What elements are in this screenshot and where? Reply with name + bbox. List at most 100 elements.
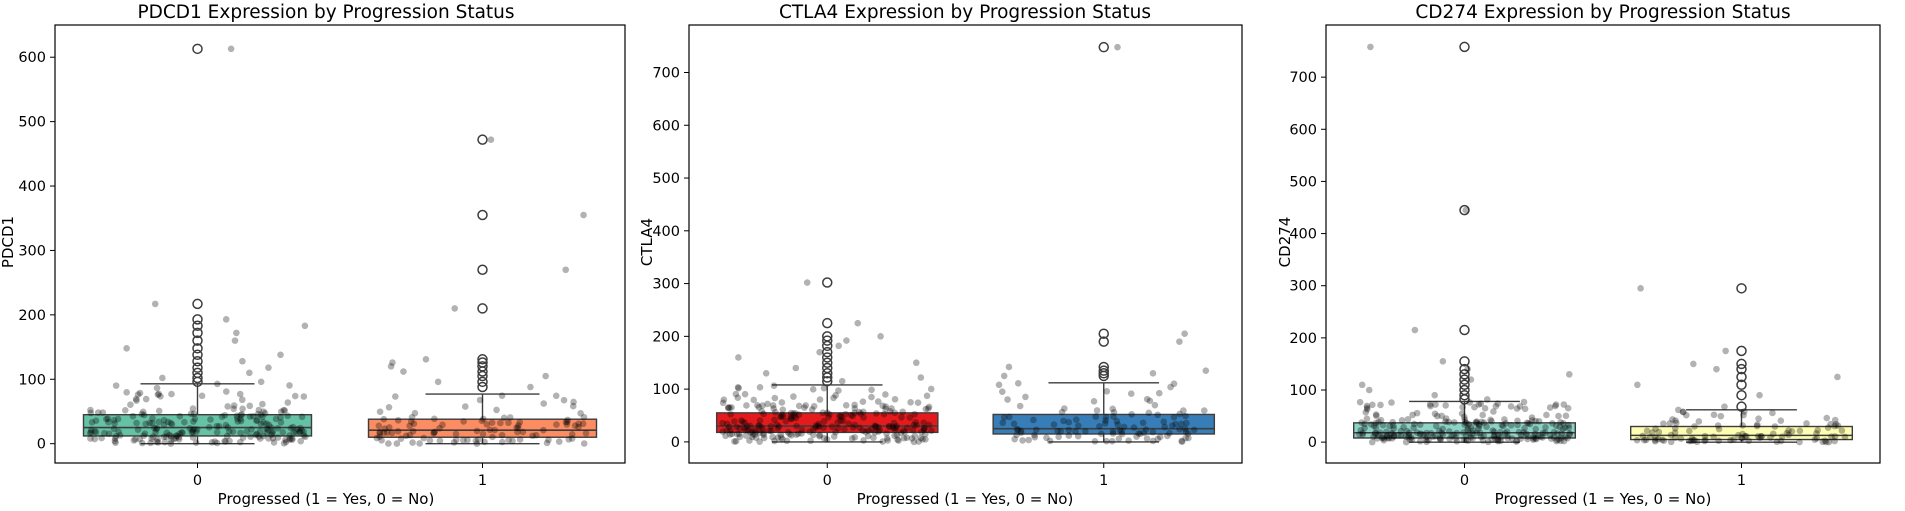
ctla4-data-point	[773, 421, 781, 428]
pdcd1-data-point	[230, 405, 238, 413]
pdcd1-data-point	[542, 372, 549, 380]
ctla4-data-point	[724, 404, 732, 411]
cd274-data-point	[1831, 433, 1839, 440]
pdcd1-data-point	[257, 378, 265, 386]
pdcd1-data-point	[164, 418, 172, 426]
ctla4-data-point	[918, 428, 925, 436]
cd274-data-point	[1555, 412, 1562, 420]
cd274-data-point	[1377, 401, 1384, 409]
cd274-data-point	[1491, 431, 1498, 439]
pdcd1-data-point	[394, 417, 402, 424]
ctla4-data-point	[784, 428, 792, 436]
cd274-data-point	[1475, 401, 1483, 408]
ctla4-data-point	[720, 396, 728, 403]
ctla4-outlier-marker	[822, 335, 833, 346]
ctla4-panel: CTLA4 Expression by Progression Status P…	[638, 2, 1243, 508]
ctla4-data-point	[838, 413, 845, 421]
pdcd1-data-point	[402, 432, 410, 440]
cd274-data-point	[1368, 438, 1376, 446]
pdcd1-data-point	[519, 428, 527, 436]
cd274-data-point	[1532, 417, 1539, 425]
pdcd1-data-point	[373, 434, 381, 442]
pdcd1-data-point	[478, 417, 486, 425]
ctla4-data-point	[889, 423, 896, 430]
cd274-data-point	[1521, 405, 1529, 413]
pdcd1-data-point	[497, 419, 504, 427]
pdcd1-data-point	[129, 412, 137, 420]
cd274-data-point	[1363, 404, 1371, 412]
cd274-data-point	[1739, 430, 1746, 438]
pdcd1-data-point	[229, 428, 237, 435]
ctla4-outlier-marker	[1098, 336, 1109, 347]
ctla4-data-point	[832, 428, 839, 436]
cd274-data-point	[1521, 425, 1528, 432]
ctla4-data-point	[1050, 421, 1058, 428]
pdcd1-data-point	[208, 438, 216, 446]
pdcd1-data-point	[247, 433, 254, 440]
cd274-data-point	[1813, 430, 1820, 437]
pdcd1-data-point	[532, 431, 540, 439]
ctla4-data-point	[1128, 411, 1135, 418]
pdcd1-data-point	[233, 415, 241, 422]
cd274-data-point	[1489, 427, 1497, 435]
cd274-data-point	[1773, 438, 1781, 446]
ctla4-data-point	[1057, 428, 1065, 435]
cd274-data-point	[1461, 421, 1469, 429]
pdcd1-y-tick-label: 400	[18, 179, 46, 195]
pdcd1-data-point	[385, 440, 392, 447]
cd274-data-point	[1562, 412, 1570, 420]
cd274-data-point	[1439, 358, 1447, 365]
pdcd1-data-point	[99, 409, 107, 416]
cd274-data-point	[1453, 429, 1461, 437]
pdcd1-data-point	[505, 436, 512, 444]
cd274-data-point	[1735, 431, 1742, 439]
ctla4-data-point	[750, 396, 758, 404]
cd274-data-point	[1777, 437, 1785, 445]
ctla4-data-point	[809, 431, 817, 439]
pdcd1-data-point	[540, 400, 548, 407]
pdcd1-data-point	[152, 425, 160, 433]
cd274-data-point	[1469, 434, 1477, 442]
cd274-data-point	[1461, 416, 1469, 423]
cd274-data-point	[1721, 403, 1728, 410]
pdcd1-data-point	[238, 411, 246, 418]
pdcd1-data-point	[473, 427, 481, 435]
ctla4-data-point	[810, 402, 818, 410]
pdcd1-data-point	[422, 355, 430, 363]
ctla4-data-point	[1176, 338, 1183, 345]
ctla4-data-point	[928, 427, 935, 434]
pdcd1-data-point	[464, 436, 471, 444]
pdcd1-data-point	[380, 429, 388, 437]
pdcd1-data-point	[460, 436, 467, 444]
pdcd1-outlier-marker	[192, 343, 203, 354]
ctla4-data-point	[759, 402, 766, 409]
cd274-data-point	[1475, 425, 1482, 432]
cd274-data-point	[1819, 438, 1827, 446]
ctla4-data-point	[1161, 423, 1169, 431]
cd274-data-point	[1370, 433, 1377, 440]
ctla4-data-point	[1011, 435, 1018, 443]
ctla4-data-point	[1135, 430, 1142, 437]
cd274-data-point	[1541, 429, 1549, 437]
ctla4-data-point	[820, 424, 827, 431]
ctla4-data-point	[1060, 417, 1067, 425]
ctla4-data-point	[1109, 428, 1117, 435]
cd274-data-point	[1416, 437, 1424, 445]
ctla4-data-point	[849, 424, 857, 431]
ctla4-data-point	[999, 419, 1007, 427]
pdcd1-data-point	[211, 438, 219, 445]
cd274-data-point	[1739, 422, 1746, 429]
ctla4-outlier-marker	[1098, 41, 1109, 53]
pdcd1-data-point	[452, 430, 460, 438]
cd274-data-point	[1490, 408, 1497, 415]
cd274-data-point	[1517, 435, 1525, 443]
ctla4-data-point	[735, 354, 742, 361]
cd274-data-point	[1382, 428, 1390, 436]
cd274-data-point	[1513, 437, 1521, 444]
cd274-data-point	[1767, 434, 1774, 441]
ctla4-data-point	[925, 421, 933, 429]
cd274-data-point	[1526, 420, 1534, 428]
pdcd1-data-point	[288, 436, 296, 443]
pdcd1-data-point	[479, 430, 487, 438]
cd274-data-point	[1814, 426, 1822, 434]
